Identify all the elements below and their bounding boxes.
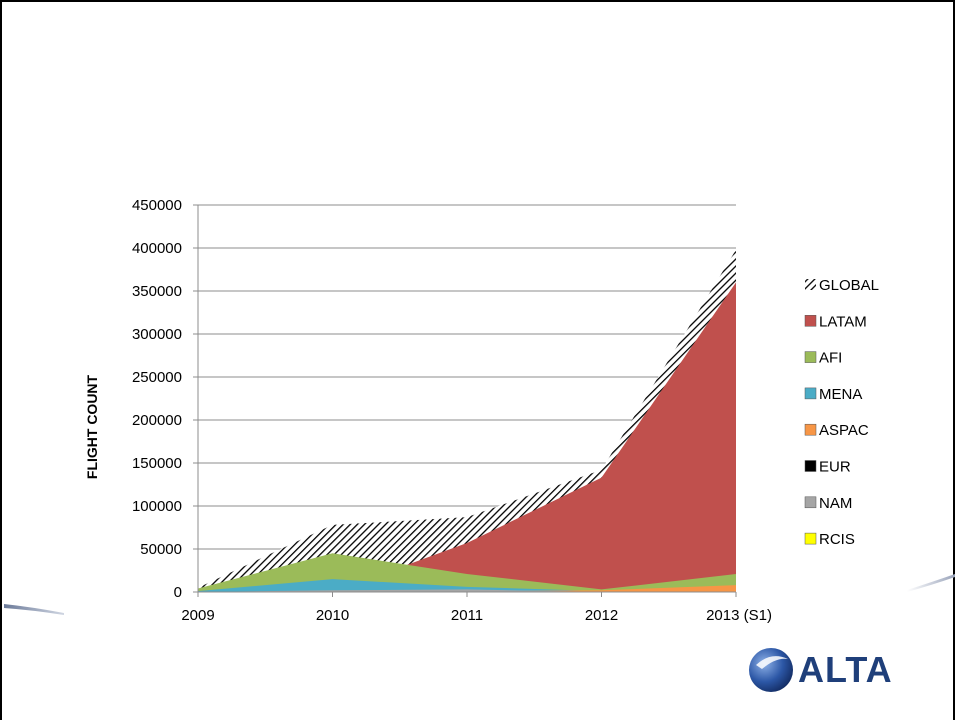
y-axis-label: FLIGHT COUNT [84,374,100,479]
x-tick-label: 2009 [181,607,214,624]
x-tick-label: 2013 (S1) [706,607,772,624]
logo-text: ALTA [798,649,893,690]
area-aspac [198,585,736,592]
legend: GLOBAL LATAM AFI MENA ASPAC EUR NAM RCIS [804,277,879,548]
legend-swatch-global [805,279,816,290]
legend-swatch-afi [804,351,817,363]
axes [193,204,737,597]
y-tick-label: 350000 [132,283,182,300]
x-tick-label: 2010 [316,607,349,624]
legend-label-latam: LATAM [819,313,867,330]
y-tick-label: 200000 [132,412,182,429]
legend-swatch-nam [804,496,817,509]
area-latam [198,282,736,592]
alta-logo: ALTA [746,643,906,695]
y-tick-label: 300000 [132,326,182,343]
legend-label-aspac: ASPAC [819,422,869,439]
x-tick-label: 2011 [451,607,483,624]
swoosh-left [4,604,64,615]
legend-swatch-aspac [804,423,817,436]
y-tick-label: 400000 [132,240,182,257]
legend-label-global: GLOBAL [819,277,879,294]
area-nam [198,589,736,592]
x-tick-label: 2012 [585,607,618,624]
legend-label-nam: NAM [819,495,852,512]
y-tick-label: 100000 [132,498,182,515]
x-tick-labels: 2009 2010 2011 2012 2013 (S1) [181,607,772,624]
legend-label-rcis: RCIS [819,531,855,548]
legend-swatch-latam [804,315,817,327]
y-tick-label: 50000 [140,541,182,558]
alta-globe-icon [749,648,793,692]
area-mena [198,579,736,592]
plot-areas [198,249,736,592]
legend-swatch-eur [804,460,817,472]
y-tick-label: 450000 [132,197,182,214]
legend-swatch-mena [804,387,817,400]
y-tick-labels: 0 50000 100000 150000 200000 250000 300000 3500… [132,197,182,601]
swoosh-right [907,574,955,592]
legend-label-afi: AFI [819,350,842,367]
legend-swatch-rcis [804,532,817,545]
legend-label-eur: EUR [819,459,851,476]
y-tick-label: 150000 [132,455,182,472]
legend-label-mena: MENA [819,386,862,403]
y-tick-label: 0 [174,584,182,601]
y-tick-label: 250000 [132,369,182,386]
